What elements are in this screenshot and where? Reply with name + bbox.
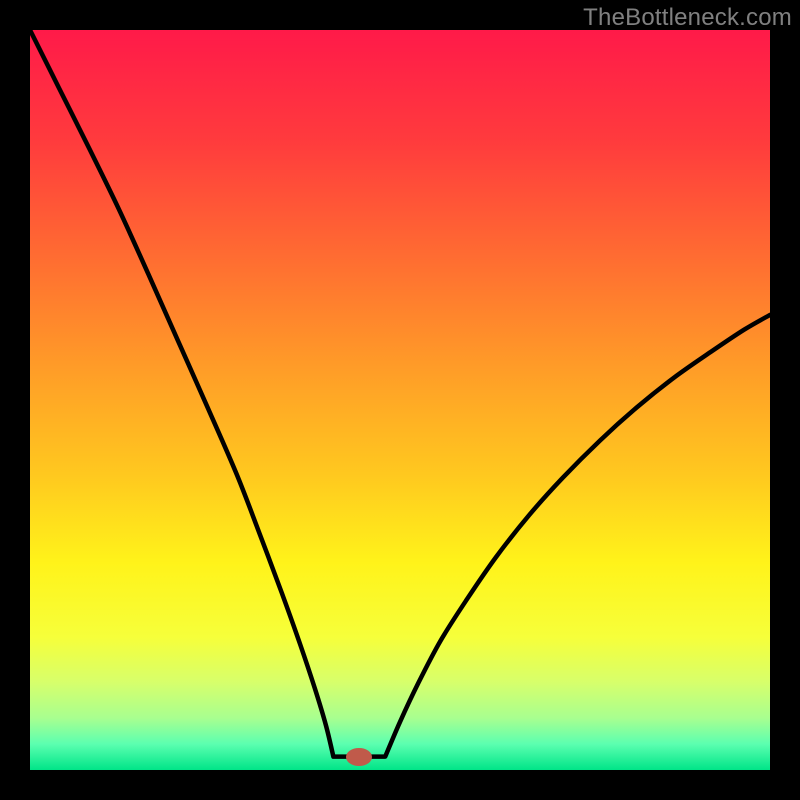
- plot-area: [30, 30, 770, 770]
- watermark-text: TheBottleneck.com: [583, 4, 792, 32]
- bottleneck-curve: [30, 30, 770, 770]
- curve-path: [30, 30, 770, 757]
- optimum-marker-svg: [344, 746, 374, 768]
